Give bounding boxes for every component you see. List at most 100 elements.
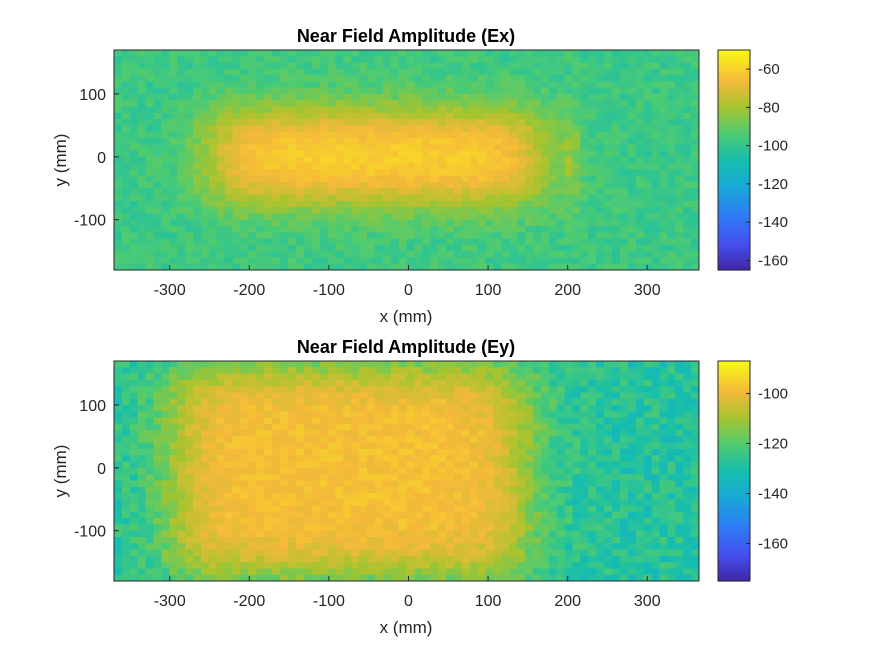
heatmap-cell: [580, 131, 589, 139]
heatmap-cell: [398, 436, 407, 444]
heatmap-cell: [145, 112, 155, 120]
heatmap-cell: [667, 163, 676, 170]
heatmap-cell: [683, 511, 692, 519]
heatmap-cell: [461, 169, 471, 177]
heatmap-cell: [612, 411, 621, 419]
heatmap-cell: [343, 87, 352, 95]
heatmap-cell: [232, 442, 241, 450]
heatmap-cell: [153, 474, 162, 481]
heatmap-cell: [121, 144, 131, 152]
heatmap-cell: [382, 436, 392, 444]
heatmap-cell: [540, 106, 550, 114]
heatmap-cell: [422, 150, 431, 158]
heatmap-cell: [169, 188, 178, 196]
heatmap-cell: [517, 499, 526, 507]
heatmap-cell: [398, 81, 407, 89]
heatmap-cell: [280, 430, 289, 437]
heatmap-cell: [635, 156, 645, 164]
heatmap-cell: [185, 263, 194, 271]
heatmap-cell: [153, 238, 162, 246]
heatmap-cell: [438, 144, 447, 152]
heatmap-cell: [683, 449, 692, 456]
heatmap-cell: [295, 56, 305, 64]
heatmap-cell: [651, 449, 660, 456]
heatmap-cell: [121, 417, 131, 425]
heatmap-cell: [295, 244, 305, 252]
heatmap-cell: [517, 238, 526, 246]
heatmap-cell: [374, 175, 384, 183]
heatmap-cell: [208, 386, 218, 393]
heatmap-cell: [374, 213, 384, 221]
heatmap-cell: [556, 467, 566, 475]
heatmap-cell: [509, 449, 518, 456]
heatmap-cell: [398, 62, 407, 70]
heatmap-cell: [200, 182, 210, 189]
heatmap-cell: [477, 106, 487, 114]
heatmap-cell: [137, 131, 147, 139]
heatmap-cell: [619, 411, 629, 419]
heatmap-cell: [683, 505, 692, 513]
heatmap-cell: [556, 361, 566, 368]
heatmap-cell: [224, 68, 234, 76]
heatmap-cell: [430, 175, 439, 183]
heatmap-cell: [683, 188, 692, 196]
heatmap-cell: [659, 144, 668, 152]
heatmap-cell: [659, 524, 668, 532]
heatmap-cell: [548, 144, 558, 152]
heatmap-cell: [667, 386, 676, 393]
heatmap-cell: [493, 194, 502, 202]
heatmap-cell: [453, 455, 463, 463]
y-axis-label: y (mm): [51, 134, 70, 187]
heatmap-cell: [295, 257, 305, 265]
heatmap-cell: [572, 442, 581, 450]
heatmap-cell: [161, 87, 170, 95]
heatmap-cell: [224, 543, 234, 551]
heatmap-cell: [604, 392, 613, 400]
heatmap-cell: [240, 461, 249, 469]
heatmap-cell: [525, 56, 534, 64]
heatmap-cell: [398, 226, 407, 233]
heatmap-cell: [675, 417, 684, 425]
colorbar-band: [718, 236, 750, 239]
heatmap-cell: [588, 467, 597, 475]
heatmap-cell: [295, 87, 305, 95]
heatmap-cell: [525, 87, 534, 95]
heatmap-cell: [390, 480, 400, 488]
heatmap-cell: [564, 411, 574, 419]
colorbar-band: [718, 180, 750, 183]
heatmap-cell: [548, 156, 558, 164]
heatmap-cell: [256, 518, 265, 525]
heatmap-cell: [145, 263, 155, 271]
heatmap-cell: [659, 361, 668, 368]
heatmap-cell: [335, 436, 344, 444]
heatmap-cell: [303, 125, 313, 133]
heatmap-cell: [398, 68, 407, 76]
heatmap-cell: [390, 226, 400, 233]
heatmap-cell: [564, 81, 574, 89]
heatmap-cell: [208, 392, 218, 400]
heatmap-cell: [303, 423, 313, 431]
heatmap-cell: [580, 423, 589, 431]
heatmap-cell: [287, 474, 297, 481]
heatmap-cell: [303, 461, 313, 469]
x-tick-label: -200: [233, 282, 265, 299]
heatmap-cell: [114, 251, 123, 258]
heatmap-cell: [319, 436, 328, 444]
heatmap-cell: [675, 244, 684, 252]
heatmap-cell: [185, 207, 194, 214]
heatmap-cell: [327, 511, 336, 519]
colorbar-band: [718, 204, 750, 207]
heatmap-cell: [382, 138, 392, 145]
heatmap-cell: [564, 207, 574, 214]
heatmap-cell: [114, 232, 123, 240]
heatmap-cell: [572, 524, 581, 532]
heatmap-cell: [390, 430, 400, 437]
heatmap-cell: [612, 461, 621, 469]
heatmap-cell: [453, 144, 463, 152]
heatmap-cell: [477, 68, 487, 76]
heatmap-cell: [382, 87, 392, 95]
heatmap-cell: [580, 182, 589, 189]
heatmap-cell: [469, 518, 479, 525]
heatmap-cell: [216, 75, 226, 82]
heatmap-cell: [540, 138, 550, 145]
